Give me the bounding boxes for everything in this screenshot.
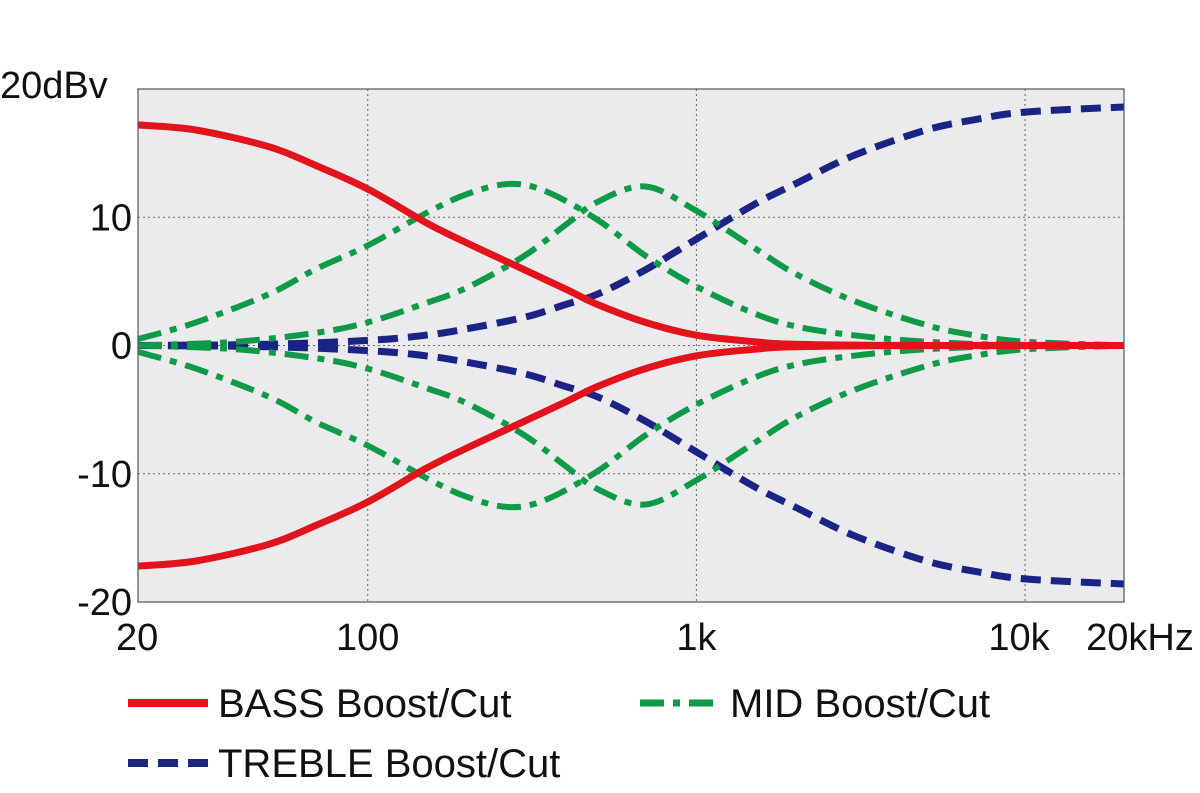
y-tick-label: -10 [77,454,132,496]
plot-frame [137,88,1125,603]
x-axis-ticks: 20 100 1k 10k 20kHz [116,617,1194,659]
y-tick-label: 20dBv [0,65,108,107]
mid-response-line [137,342,1125,508]
x-tick-label: 100 [336,617,399,659]
y-axis-ticks: 20dBv 10 0 -10 -20 [0,65,132,624]
treble-legend-label: TREBLE Boost/Cut [218,742,560,786]
mid-response-line [137,183,1125,349]
y-tick-label: 0 [111,326,132,368]
x-tick-label: 10k [988,617,1050,659]
x-tick-label: 20 [116,617,158,659]
treble-response-line [137,103,1125,349]
bass-legend-label: BASS Boost/Cut [218,682,511,726]
mid-legend-label: MID Boost/Cut [730,682,990,726]
legend: BASS Boost/Cut MID Boost/Cut TREBLE Boost/… [128,682,990,786]
x-tick-label: 20kHz [1086,617,1194,659]
x-tick-label: 1k [676,617,717,659]
mid-response-line [137,342,1125,511]
mid-response-line [137,180,1125,349]
response-curves [137,103,1125,588]
bass-response-line [137,341,1125,570]
y-tick-label: -20 [77,582,132,624]
y-tick-label: 10 [90,197,132,239]
treble-response-line [137,342,1125,588]
